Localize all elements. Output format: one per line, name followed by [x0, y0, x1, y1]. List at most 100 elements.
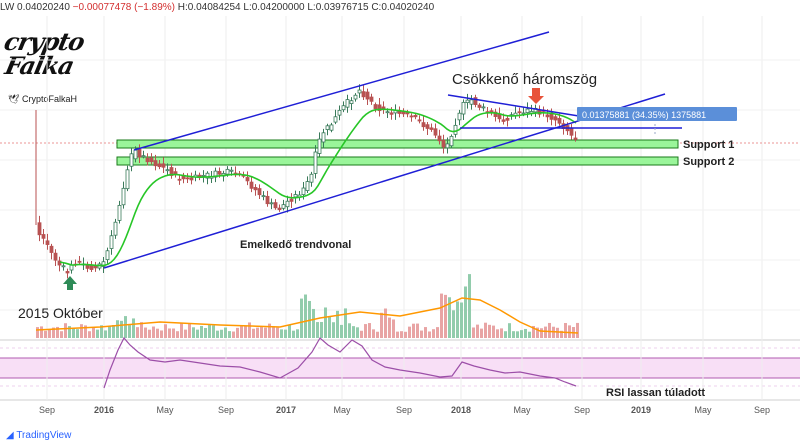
red-arrow-icon [528, 88, 544, 104]
candle-body [69, 264, 74, 271]
candle-body [169, 167, 174, 176]
x-tick-label: 2018 [451, 405, 471, 415]
volume-bar [52, 327, 55, 338]
candle-body [217, 170, 222, 175]
volume-bar [460, 302, 463, 338]
volume-bar [208, 324, 211, 338]
volume-bar [144, 327, 147, 338]
volume-bar [500, 328, 503, 338]
candle-body [109, 235, 114, 249]
volume-bar [436, 327, 439, 338]
candle-body [37, 222, 42, 236]
candle-body [389, 112, 394, 115]
volume-bar [120, 320, 123, 338]
measure-box [577, 107, 737, 121]
x-tick-label: Sep [396, 405, 412, 415]
candle-body [273, 202, 278, 209]
volume-bar [60, 331, 63, 338]
candle-body [105, 250, 110, 261]
candle-body [433, 128, 438, 136]
volume-bar [284, 329, 287, 338]
support-zones [116, 139, 679, 166]
volume-bar [200, 325, 203, 338]
volume-ma-line [35, 297, 579, 334]
green-arrow-icon [63, 276, 77, 290]
volume-bar [408, 326, 411, 338]
candle-body [121, 187, 126, 206]
rsi-note-label: RSI lassan túladott [606, 387, 705, 399]
volume-bar [404, 331, 407, 338]
volume-bar [452, 310, 455, 338]
volume-bar [564, 323, 567, 338]
volume-bar [240, 325, 243, 338]
candle-body [265, 195, 270, 205]
candle-body [113, 221, 118, 236]
candle-body [413, 114, 418, 118]
volume-bar [372, 329, 375, 338]
volume-bar [380, 312, 383, 338]
tradingview-footer[interactable]: ◢ TradingView [6, 430, 71, 441]
volume-bar [424, 327, 427, 338]
ohlc-close-label: C: [371, 2, 382, 13]
candle-body [257, 188, 262, 196]
volume-bar [272, 327, 275, 338]
candle-body [325, 125, 330, 130]
candle-body [545, 114, 550, 118]
bird-icon: 🕊 [8, 94, 20, 104]
volume-bar [68, 326, 71, 338]
candle-body [521, 112, 526, 115]
volume-bar [36, 327, 39, 338]
volume-bar [492, 325, 495, 338]
ohlc-open-label: LW [0, 2, 15, 13]
volume-pane [35, 274, 579, 338]
x-tick-label: 2016 [94, 405, 114, 415]
x-tick-label: May [156, 405, 174, 415]
candle-body [281, 204, 286, 209]
candle-body [177, 178, 182, 181]
candle-body [553, 116, 558, 121]
volume-bar [116, 320, 119, 338]
candle-body [49, 245, 54, 253]
candle-body [153, 160, 158, 167]
volume-bar [76, 329, 79, 338]
candle-body [125, 169, 130, 190]
volume-bar [140, 322, 143, 338]
volume-bar [472, 327, 475, 338]
tradingview-label: TradingView [16, 430, 72, 441]
candle-body [173, 171, 178, 175]
october-2015-label: 2015 Október [18, 305, 103, 321]
volume-bar [516, 331, 519, 338]
volume-bar [80, 324, 83, 338]
candle-body [377, 104, 382, 112]
candle-body [133, 149, 138, 160]
volume-bar [384, 308, 387, 338]
volume-bar [72, 327, 75, 338]
volume-bar [40, 326, 43, 338]
candle-body [189, 177, 194, 181]
candle-body [437, 135, 442, 142]
volume-bar [396, 331, 399, 338]
volume-bar [312, 308, 315, 338]
candle-body [249, 181, 254, 189]
volume-bar [440, 293, 443, 338]
volume-bar [392, 319, 395, 338]
candle-body [501, 119, 506, 122]
candle-body [465, 99, 470, 104]
volume-bar [148, 329, 151, 338]
candle-body [185, 177, 190, 180]
candle-body [361, 91, 366, 98]
candle-body [453, 124, 458, 135]
candle-body [149, 157, 154, 162]
ohlc-low: 0.04200000 [251, 2, 305, 13]
candle-body [269, 202, 274, 205]
volume-bar [112, 325, 115, 338]
volume-bar [100, 325, 103, 338]
volume-bar [56, 326, 59, 338]
annotation-texts: Csökkenő háromszög Emelkedő trendvonal 201… [18, 71, 734, 399]
volume-bar [360, 330, 363, 338]
candle-body [65, 271, 70, 274]
volume-bar [508, 323, 511, 338]
volume-bar [448, 297, 451, 338]
